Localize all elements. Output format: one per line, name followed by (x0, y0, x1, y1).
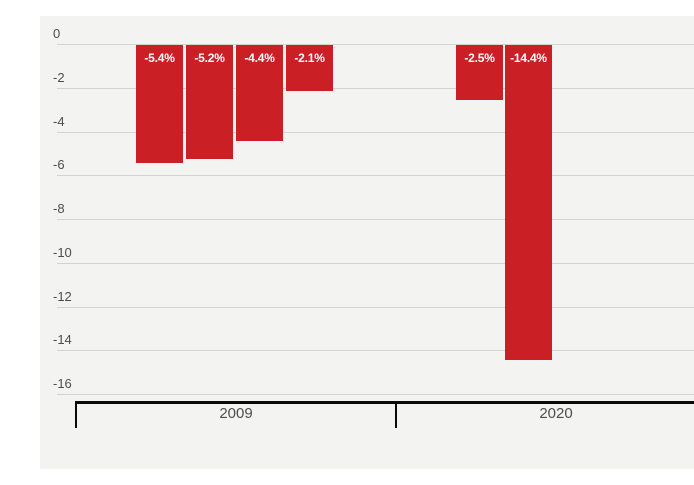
bar-value-label: -2.5% (464, 51, 495, 65)
gridline (57, 44, 694, 45)
y-axis-tick-label: -2 (53, 70, 65, 85)
gridline (57, 307, 694, 308)
y-axis-tick-label: -14 (53, 332, 72, 347)
x-axis-group-label: 2020 (539, 405, 573, 422)
y-axis-tick-label: -4 (53, 114, 65, 129)
bar: -5.2% (186, 45, 233, 159)
x-axis-tick (75, 401, 77, 428)
y-axis-tick-label: -12 (53, 289, 72, 304)
bar-chart: 0 -2 -4 -6 -8 -10 -12 -14 -16 -5.4% -5.2% -4.4% -2.… (40, 16, 694, 469)
gridline (57, 88, 694, 89)
gridline (57, 175, 694, 176)
bar-value-label: -14.4% (510, 51, 547, 65)
y-axis-tick-label: -10 (53, 245, 72, 260)
bar: -2.5% (456, 45, 503, 100)
bar: -4.4% (236, 45, 283, 141)
x-axis-group-label: 2009 (219, 405, 253, 422)
gridline (57, 132, 694, 133)
gridline (57, 219, 694, 220)
y-axis-tick-label: -8 (53, 201, 65, 216)
x-axis-tick (395, 401, 397, 428)
y-axis-tick-label: -16 (53, 376, 72, 391)
gridline (57, 394, 694, 395)
y-axis-tick-label: 0 (53, 26, 61, 41)
bar-value-label: -4.4% (244, 51, 275, 65)
bar: -14.4% (505, 45, 552, 360)
gridline (57, 263, 694, 264)
bar-value-label: -2.1% (294, 51, 325, 65)
bar-value-label: -5.4% (144, 51, 175, 65)
bar: -2.1% (286, 45, 333, 91)
bar-value-label: -5.2% (194, 51, 225, 65)
bar: -5.4% (136, 45, 183, 163)
gridline (57, 350, 694, 351)
x-axis-line (76, 401, 694, 404)
y-axis-tick-label: -6 (53, 157, 65, 172)
